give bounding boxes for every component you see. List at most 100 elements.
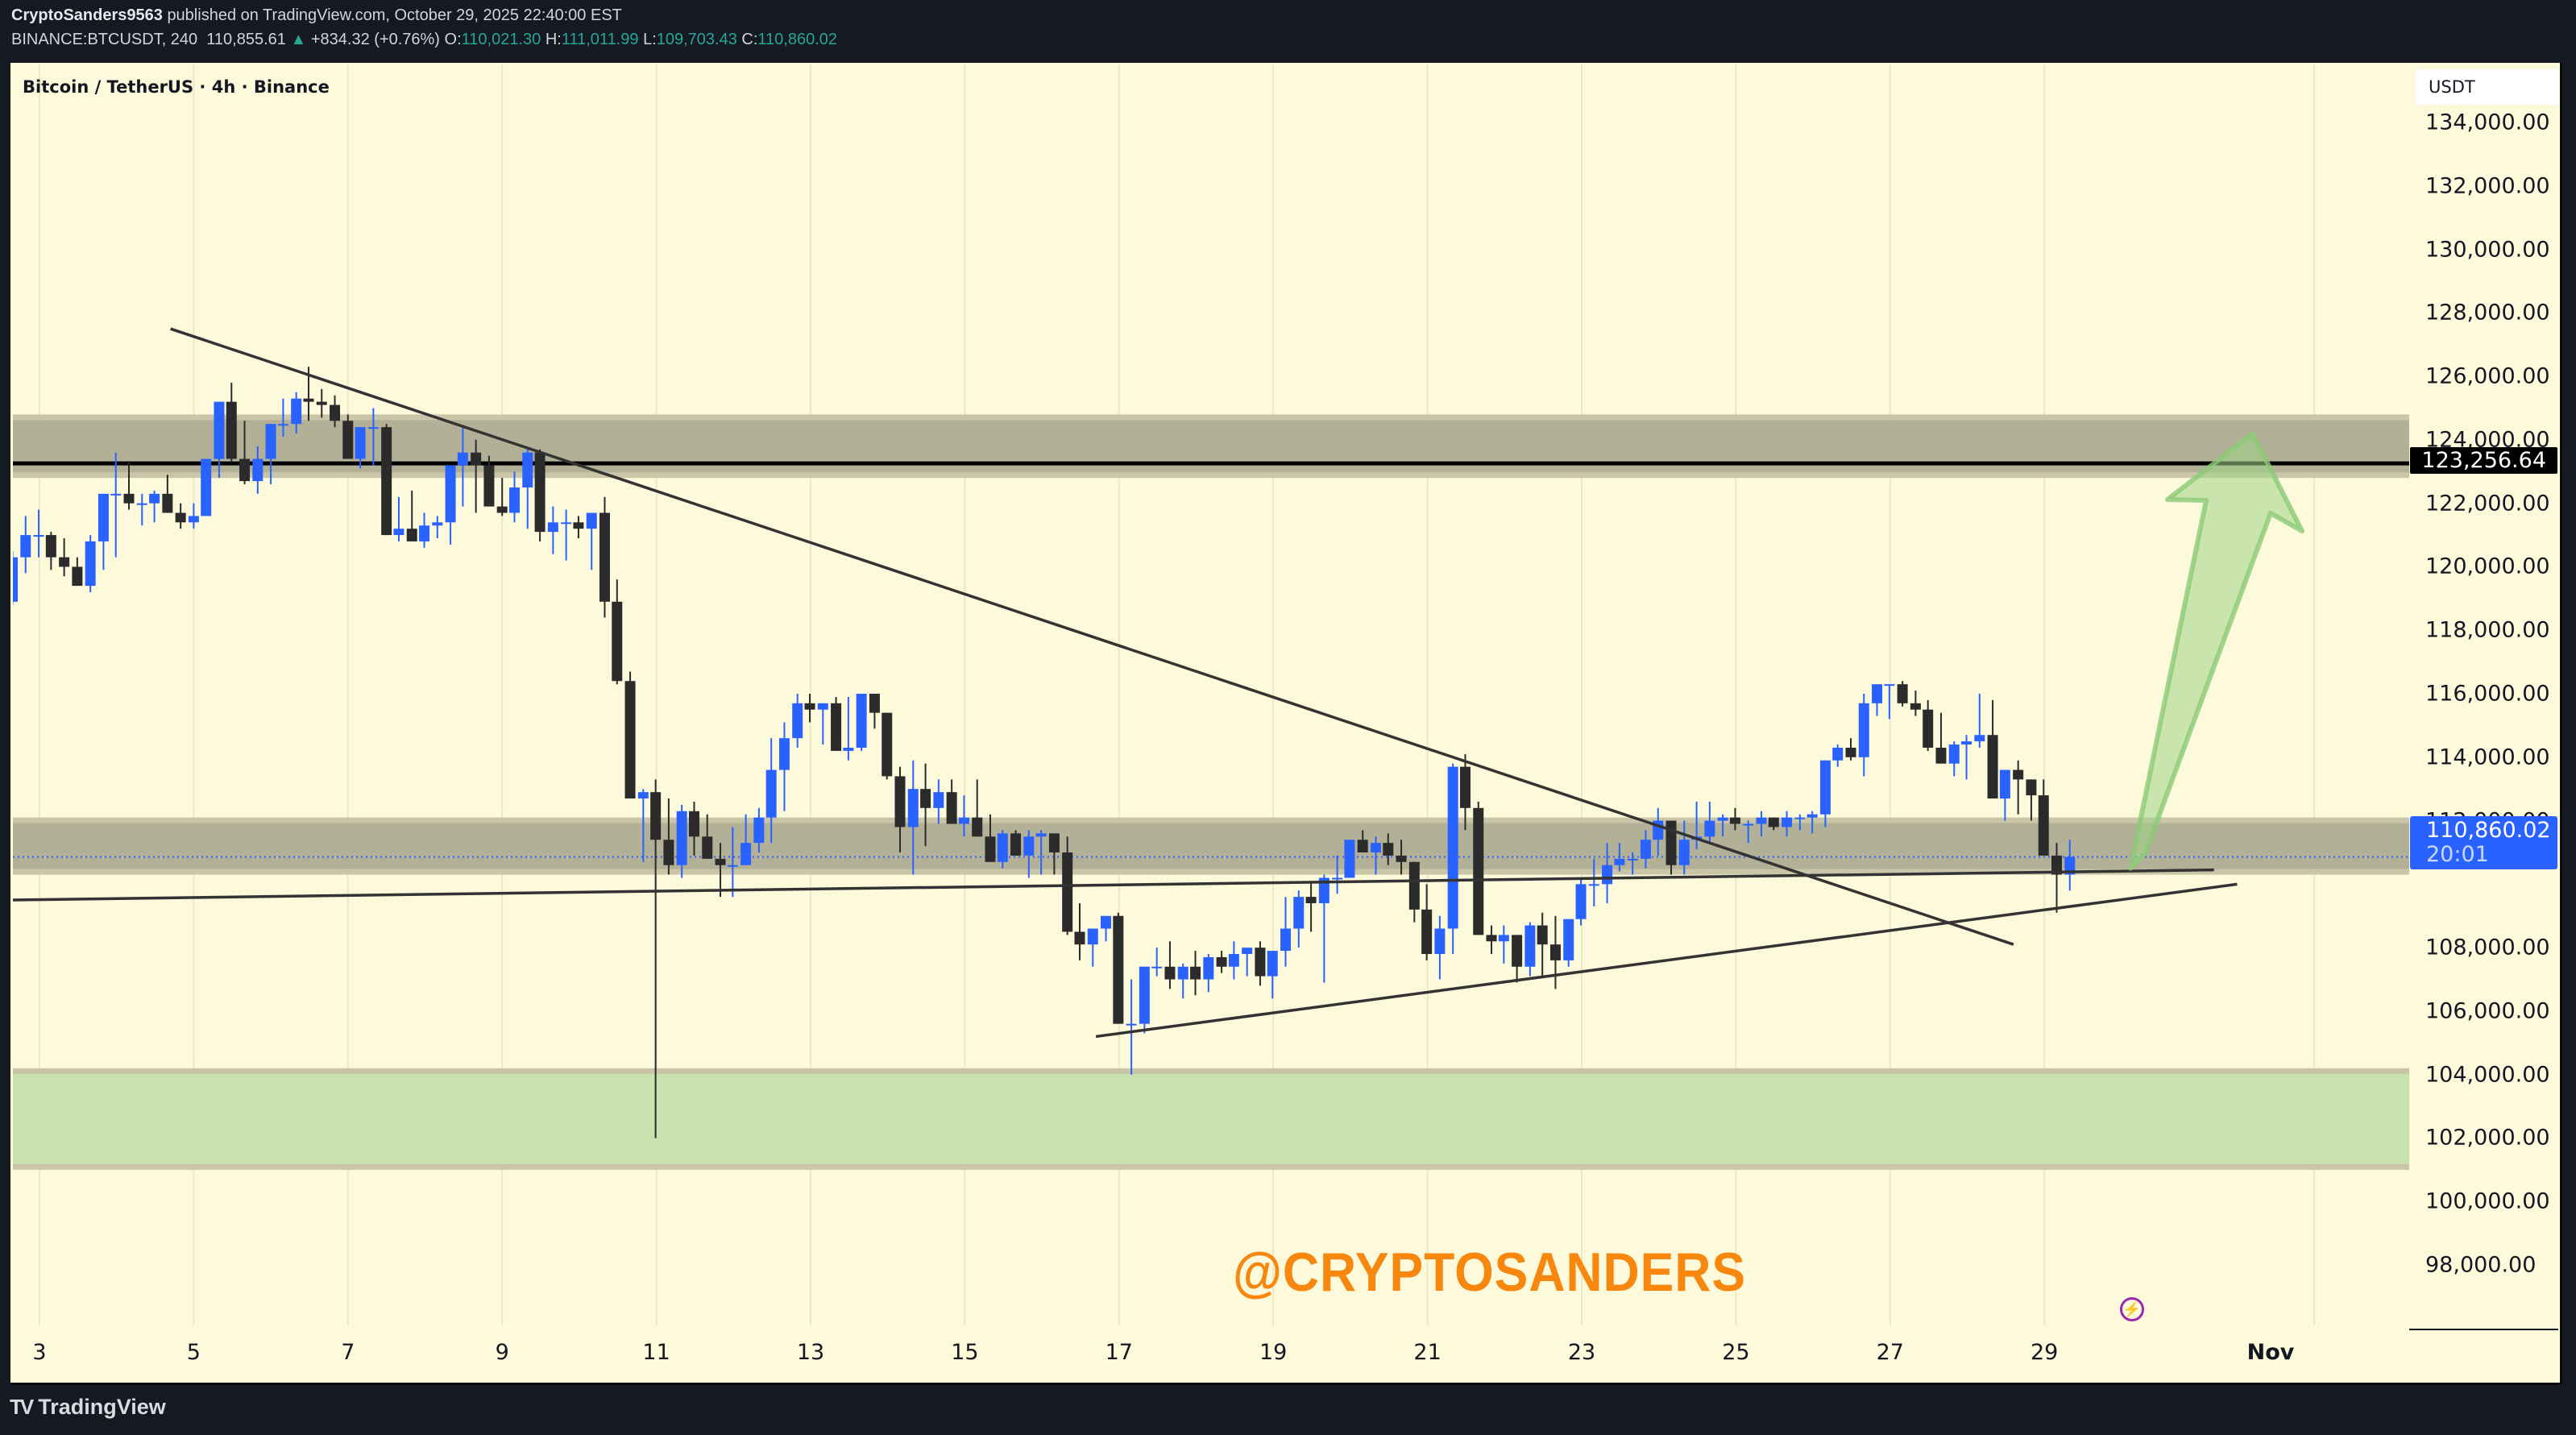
time-tick-label: 21 — [1413, 1340, 1441, 1365]
candle-up — [509, 487, 521, 513]
candle-up — [727, 865, 738, 867]
candle-up — [1177, 966, 1188, 980]
candle-down — [1357, 840, 1368, 852]
candle-up — [1087, 928, 1098, 945]
candle-up — [740, 843, 752, 865]
candle-up — [843, 747, 854, 751]
low-label: L: — [643, 31, 657, 48]
candle-up — [1280, 928, 1292, 952]
flat-support-trendline — [13, 868, 2214, 902]
candle-down — [702, 836, 713, 859]
candle-down — [1164, 966, 1176, 980]
candle-up — [419, 525, 430, 541]
candle-down — [1665, 820, 1677, 865]
candle-up — [355, 427, 366, 459]
candle-down — [162, 493, 173, 513]
candle-up — [1447, 766, 1458, 929]
tradingview-logo-icon: TV — [10, 1395, 34, 1419]
tradingview-brand[interactable]: TV TradingView — [10, 1395, 166, 1420]
candle-down — [1549, 944, 1561, 960]
candle-down — [1923, 709, 1934, 748]
author-name[interactable]: CryptoSanders9563 — [11, 6, 163, 24]
candle-down — [534, 452, 545, 533]
candle-up — [85, 541, 96, 587]
descending-trendline — [170, 327, 2014, 946]
price-tick-label: 98,000.00 — [2425, 1252, 2537, 1278]
candle-down — [1062, 852, 1073, 932]
candle-up — [1807, 814, 1818, 818]
candle-down — [715, 858, 726, 865]
candle-down — [342, 421, 354, 459]
candle-up — [13, 557, 19, 602]
candle-down — [2026, 779, 2037, 796]
price-tick-label: 130,000.00 — [2425, 237, 2550, 263]
candle-down — [1512, 935, 1523, 967]
lightning-bolt-icon[interactable]: ⚡ — [2120, 1297, 2144, 1321]
candle-down — [2038, 795, 2049, 856]
ohlc-header: BINANCE:BTCUSDT, 240 110,855.61 ▲ +834.3… — [11, 31, 837, 49]
candle-up — [457, 452, 468, 466]
candle-down — [599, 512, 610, 602]
candle-down — [894, 776, 906, 827]
price-tick-label: 120,000.00 — [2425, 554, 2550, 579]
time-tick-label: 3 — [32, 1340, 47, 1365]
time-tick-label: 13 — [796, 1340, 825, 1365]
candle-down — [624, 681, 636, 799]
candle-down — [1074, 931, 1085, 945]
candle-up — [1035, 833, 1047, 837]
candle-down — [804, 703, 815, 710]
candle-down — [1408, 861, 1420, 910]
time-tick-label: 15 — [951, 1340, 979, 1365]
candle-up — [1203, 956, 1214, 980]
up-arrow-icon: ▲ — [290, 31, 307, 48]
candle-up — [97, 493, 109, 541]
price-tick-label: 122,000.00 — [2425, 491, 2550, 516]
candle-up — [1704, 820, 1715, 837]
candle-up — [1563, 919, 1574, 960]
price-tick-label: 118,000.00 — [2425, 617, 2550, 643]
candle-down — [1845, 747, 1856, 757]
chart-title: Bitcoin / TetherUS · 4h · Binance — [23, 77, 330, 97]
candle-down — [1935, 747, 1947, 764]
candle-up — [1151, 966, 1163, 968]
candle-down — [881, 712, 893, 777]
time-tick-label: 9 — [495, 1340, 509, 1365]
candle-up — [958, 817, 969, 824]
candle-down — [612, 601, 623, 682]
time-tick-label: 11 — [642, 1340, 670, 1365]
candles — [13, 367, 2076, 1138]
candle-down — [1048, 833, 1060, 852]
published-text: published on TradingView.com, October 29… — [167, 6, 622, 24]
candle-down — [2013, 769, 2024, 780]
price-change: +834.32 (+0.76%) — [310, 31, 440, 48]
candle-down — [59, 557, 70, 567]
candle-down — [985, 836, 996, 862]
currency-unit-button[interactable]: USDT — [2416, 69, 2559, 105]
candle-down — [688, 811, 699, 837]
candle-up — [1344, 840, 1355, 878]
last-price: 110,855.61 — [206, 31, 286, 48]
candle-up — [1614, 858, 1625, 865]
high-label: H: — [545, 31, 562, 48]
candle-up — [1743, 823, 1754, 826]
bar-countdown: 20:01 — [2426, 842, 2489, 867]
price-tick-label: 100,000.00 — [2425, 1188, 2550, 1214]
time-tick-label: Nov — [2246, 1340, 2295, 1365]
candle-up — [1575, 884, 1587, 919]
candle-up — [933, 792, 944, 808]
candle-down — [1473, 807, 1484, 935]
candle-up — [1588, 884, 1599, 886]
candle-up — [1756, 817, 1767, 824]
price-tick-label: 102,000.00 — [2425, 1125, 2550, 1151]
candle-up — [1717, 817, 1728, 821]
candle-up — [1267, 951, 1278, 977]
candle-up — [547, 522, 558, 533]
candle-down — [1459, 766, 1471, 808]
candle-up — [1627, 858, 1638, 861]
candle-up — [1370, 843, 1381, 852]
price-tick-label: 116,000.00 — [2425, 681, 2550, 707]
candle-down — [1421, 909, 1433, 955]
candle-down — [831, 703, 842, 751]
open-label: O: — [444, 31, 462, 48]
